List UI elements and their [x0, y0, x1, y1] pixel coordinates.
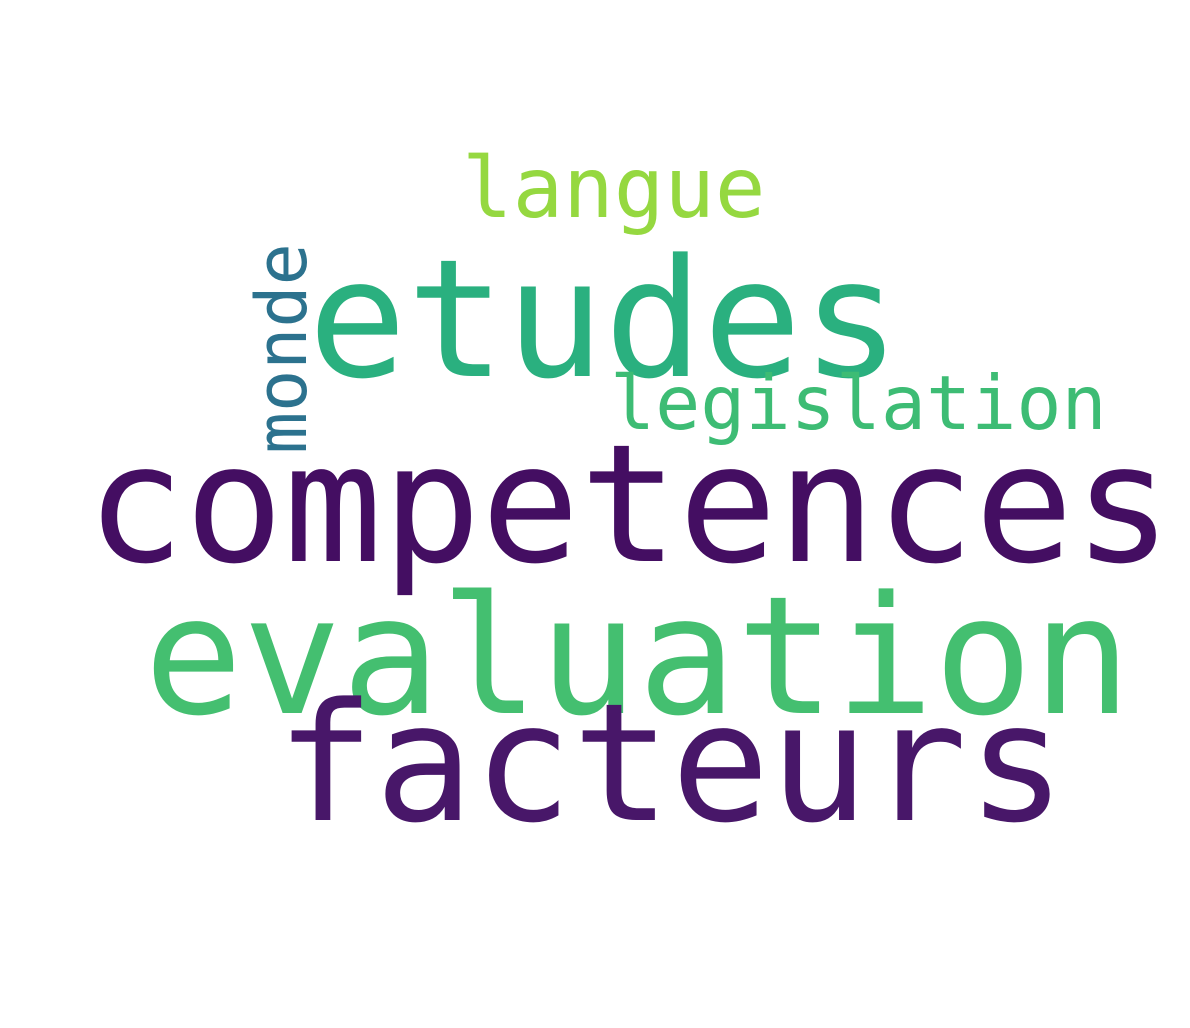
- word-facteurs: facteurs: [276, 668, 1066, 859]
- word-competences: competences: [86, 409, 1173, 600]
- word-legislation: legislation: [610, 359, 1107, 447]
- word-langue: langue: [462, 139, 766, 237]
- word-etudes: etudes: [308, 224, 901, 415]
- word-evaluation: evaluation: [144, 561, 1132, 752]
